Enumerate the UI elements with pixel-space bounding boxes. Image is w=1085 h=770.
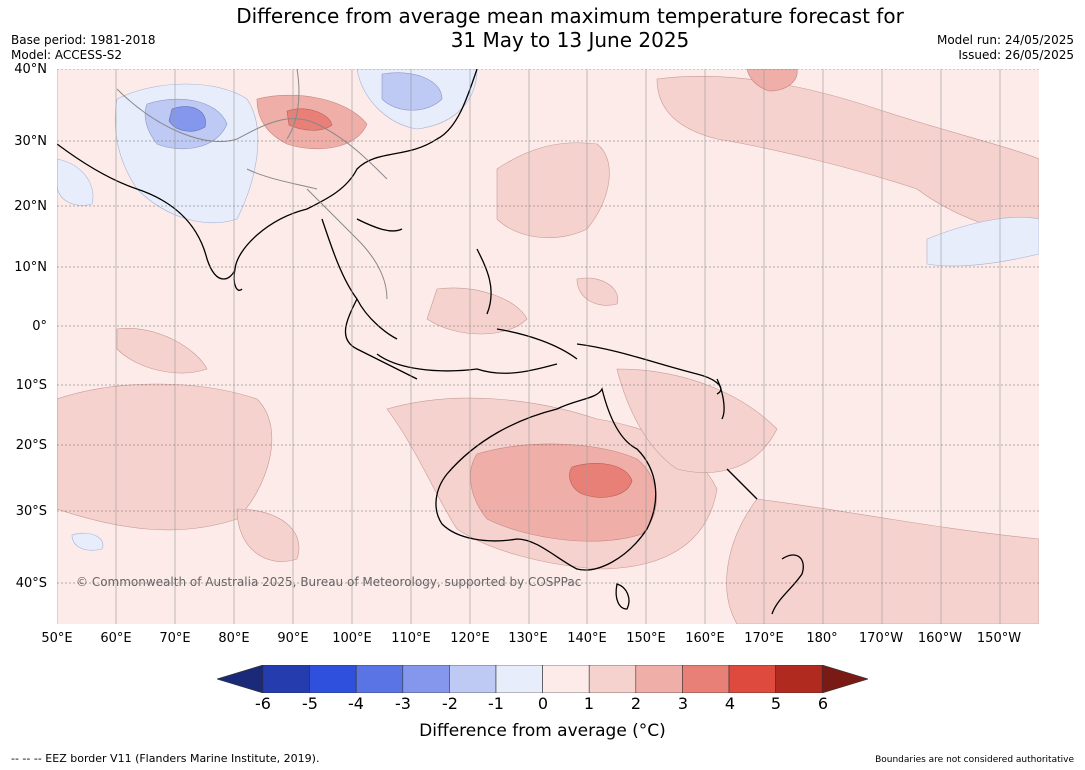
colorbar-extend-high <box>821 665 868 693</box>
colorbar-cell <box>542 665 590 693</box>
colorbar-tick: 4 <box>724 694 736 713</box>
lon-label-100e: 100°E <box>332 631 372 646</box>
lon-label-180: 180° <box>806 631 838 646</box>
colorbar-tick: -2 <box>442 694 458 713</box>
lon-label-60e: 60°E <box>100 631 132 646</box>
colorbar-tick: 6 <box>817 694 829 713</box>
colorbar-cell <box>682 665 730 693</box>
lon-label-130e: 130°E <box>508 631 548 646</box>
colorbar-cell <box>402 665 450 693</box>
lon-label-120e: 120°E <box>450 631 490 646</box>
lon-label-110e: 110°E <box>391 631 431 646</box>
colorbar-tick: -6 <box>255 694 271 713</box>
lon-label-150w: 150°W <box>976 631 1022 646</box>
issued-date: Issued: 26/05/2025 <box>958 48 1074 62</box>
model-run: Model run: 24/05/2025 <box>936 33 1074 47</box>
title-line-1: Difference from average mean maximum tem… <box>236 4 904 28</box>
lat-label-20n: 20°N <box>14 199 47 214</box>
colorbar-cell <box>449 665 497 693</box>
colorbar-cells <box>217 665 868 693</box>
lat-label-0: 0° <box>32 319 47 334</box>
copyright-notice: © Commonwealth of Australia 2025, Bureau… <box>76 575 582 589</box>
map-canvas <box>57 69 1039 624</box>
colorbar-cell <box>495 665 543 693</box>
model-name: Model: ACCESS-S2 <box>11 48 123 62</box>
lon-label-160e: 160°E <box>685 631 725 646</box>
country-borders <box>116 69 388 300</box>
lon-label-90e: 90°E <box>277 631 309 646</box>
lon-label-50e: 50°E <box>41 631 73 646</box>
lat-label-40s: 40°S <box>15 576 47 591</box>
meta-left: Base period: 1981-2018 Model: ACCESS-S2 <box>11 33 156 63</box>
lat-label-10n: 10°N <box>14 260 47 275</box>
colorbar-tick: 5 <box>770 694 782 713</box>
lat-label-20s: 20°S <box>15 438 47 453</box>
lon-label-160w: 160°W <box>917 631 963 646</box>
colorbar-cell <box>262 665 310 693</box>
lon-label-150e: 150°E <box>626 631 666 646</box>
meta-right: Model run: 24/05/2025 Issued: 26/05/2025 <box>937 33 1074 63</box>
colorbar-cell <box>775 665 823 693</box>
colorbar-cell <box>309 665 357 693</box>
colorbar-tick: -4 <box>348 694 364 713</box>
colorbar-cell <box>728 665 776 693</box>
lon-label-170w: 170°W <box>858 631 904 646</box>
lon-label-140e: 140°E <box>567 631 607 646</box>
lon-label-80e: 80°E <box>218 631 250 646</box>
boundaries-disclaimer: Boundaries are not considered authoritat… <box>875 755 1074 765</box>
colorbar-cell <box>588 665 637 693</box>
lat-label-30s: 30°S <box>15 504 47 519</box>
colorbar-cell <box>635 665 683 693</box>
colorbar-cell <box>355 665 404 693</box>
colorbar-tick: 0 <box>537 694 549 713</box>
lon-label-170e: 170°E <box>744 631 784 646</box>
title-line-2: 31 May to 13 June 2025 <box>450 28 690 52</box>
anomaly-neg-3-2-regions <box>168 106 206 132</box>
eez-border-legend: -- -- -- EEZ border V11 (Flanders Marine… <box>11 752 320 765</box>
map-title: Difference from average mean maximum tem… <box>170 4 970 52</box>
colorbar-extend-low <box>217 665 264 693</box>
base-period: Base period: 1981-2018 <box>11 33 156 47</box>
map-panel[interactable] <box>57 69 1039 624</box>
lat-label-30n: 30°N <box>14 134 47 149</box>
lon-label-70e: 70°E <box>159 631 191 646</box>
colorbar-tick: -3 <box>395 694 411 713</box>
colorbar-tick: -1 <box>488 694 504 713</box>
graticule-lon <box>57 69 1001 624</box>
anomaly-3-4-regions <box>286 108 633 498</box>
colorbar-tick: 1 <box>583 694 595 713</box>
lat-label-40n: 40°N <box>14 62 47 77</box>
colorbar-tick: -5 <box>302 694 318 713</box>
colorbar-tick: 2 <box>630 694 642 713</box>
lat-label-10s: 10°S <box>15 378 47 393</box>
colorbar-label: Difference from average (°C) <box>419 721 666 741</box>
colorbar-tick: 3 <box>677 694 689 713</box>
colorbar <box>217 665 868 693</box>
coastlines <box>57 69 804 615</box>
